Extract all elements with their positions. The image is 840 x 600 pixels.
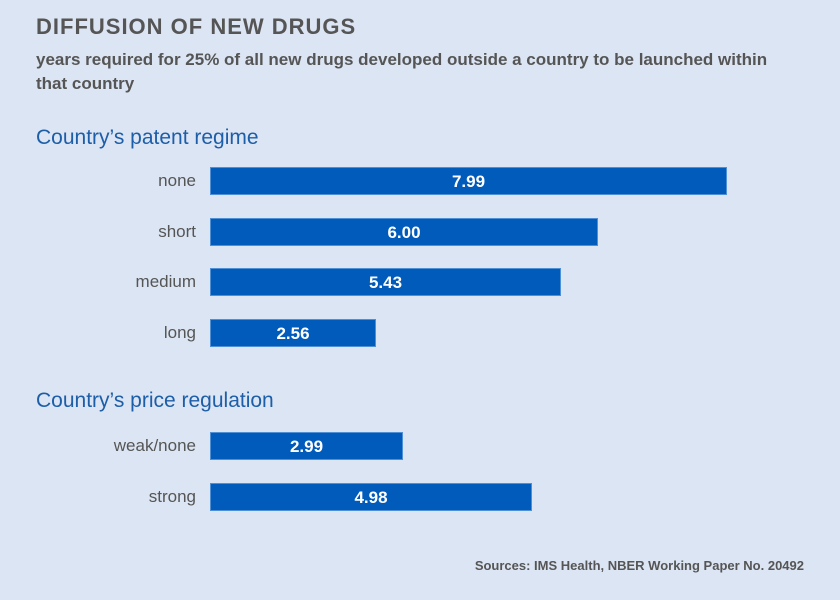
chart-title: DIFFUSION OF NEW DRUGS [36, 14, 357, 39]
category-label: short [158, 221, 196, 241]
source-note: Sources: IMS Health, NBER Working Paper … [474, 558, 804, 573]
bar-value-label: 2.56 [276, 323, 310, 343]
bar-value-label: 6.00 [387, 222, 421, 242]
category-label: weak/none [113, 436, 196, 455]
bar: 4.98 [210, 483, 532, 511]
bar: 2.99 [210, 432, 403, 460]
bar-value-label: 7.99 [451, 172, 486, 191]
bar: 7.99 [210, 167, 727, 195]
group-title-patent-regime: Country’s patent regime [36, 126, 259, 149]
category-label: long [163, 322, 196, 342]
category-label: none [158, 171, 196, 190]
bar: 5.43 [210, 268, 561, 296]
category-label: medium [135, 272, 196, 291]
group-title-price-regulation: Country’s price regulation [36, 389, 274, 412]
bar: 2.56 [210, 318, 376, 347]
chart-subtitle: years required for 25% of all new drugs … [36, 50, 768, 93]
bar-value-label: 4.98 [354, 488, 388, 507]
bar-value-label: 5.43 [368, 273, 403, 292]
bar: 6.00 [210, 217, 598, 246]
bar-value-label: 2.99 [289, 437, 324, 456]
category-label: strong [148, 487, 196, 506]
